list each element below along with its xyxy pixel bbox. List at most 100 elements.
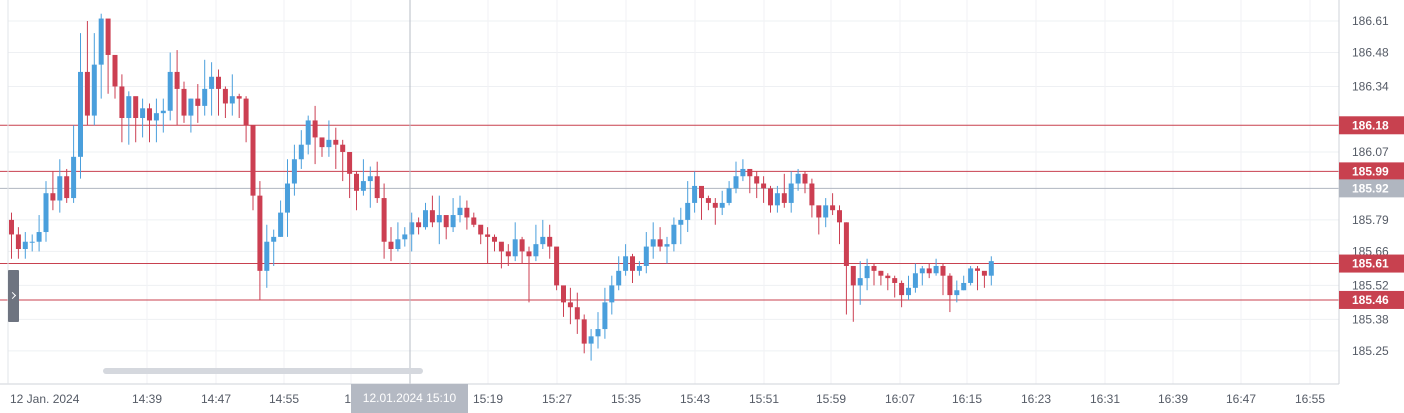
candle-down — [181, 81, 187, 123]
candle-down — [837, 205, 842, 245]
candle-down — [147, 103, 152, 143]
candle-up — [326, 120, 332, 157]
candle-down — [705, 195, 711, 211]
candle-down — [526, 246, 532, 303]
candle-down — [712, 198, 718, 225]
candle-down — [899, 280, 905, 308]
time-tick-label: 16:39 — [1158, 392, 1188, 406]
time-tick-label: 16:31 — [1090, 392, 1120, 406]
candle-down — [768, 185, 773, 213]
candle-up — [291, 144, 297, 196]
candle-down — [478, 224, 484, 245]
time-tick-label: 15:51 — [749, 392, 779, 406]
candle-down — [471, 212, 477, 228]
candle-up — [450, 198, 456, 233]
candle-down — [554, 246, 560, 291]
candle-up — [864, 258, 870, 291]
candle-up — [671, 217, 677, 252]
candle-up — [795, 168, 801, 191]
horizontal-scrollbar[interactable] — [103, 368, 423, 374]
price-level-badge-label: 185.99 — [1352, 164, 1389, 178]
side-panel-toggle-button[interactable] — [8, 270, 19, 322]
candle-up — [271, 229, 277, 266]
candle-down — [802, 171, 808, 194]
candle-up — [595, 312, 601, 349]
candle-up — [643, 232, 649, 274]
candles — [9, 13, 994, 361]
candle-down — [630, 253, 635, 283]
candle-down — [816, 205, 822, 235]
price-tick-label: 186.48 — [1352, 46, 1389, 60]
candle-up — [933, 258, 939, 276]
candle-up — [57, 159, 63, 213]
candle-up — [678, 207, 684, 245]
price-level-badge — [1339, 116, 1404, 135]
candle-up — [402, 227, 408, 247]
price-level-badge — [1339, 290, 1404, 309]
candle-up — [788, 171, 794, 213]
candle-down — [84, 20, 90, 126]
price-tick-label: 185.52 — [1352, 278, 1389, 292]
time-tick-label: 15:19 — [473, 392, 503, 406]
candle-up — [126, 91, 132, 145]
candle-up — [140, 98, 146, 138]
candle-down — [416, 217, 422, 235]
candle-down — [236, 93, 242, 119]
candle-down — [885, 273, 891, 291]
candle-down — [981, 270, 987, 288]
candle-up — [264, 224, 270, 288]
candle-up — [160, 98, 166, 133]
candle-up — [636, 261, 642, 276]
candle-down — [505, 244, 511, 266]
candle-up — [609, 275, 615, 315]
price-level-badge-label: 185.61 — [1352, 257, 1389, 271]
candle-down — [105, 18, 111, 94]
price-axis-labels: 186.61186.48186.34186.07185.79185.66185.… — [1352, 14, 1389, 358]
candle-down — [485, 227, 491, 264]
candle-down — [892, 275, 898, 298]
time-tick-label: 15:35 — [611, 392, 641, 406]
candle-down — [64, 168, 70, 203]
candle-up — [988, 256, 994, 286]
candle-down — [216, 69, 221, 116]
candle-down — [312, 105, 318, 165]
candle-down — [519, 236, 525, 264]
price-tick-label: 186.61 — [1352, 14, 1389, 28]
candle-up — [305, 115, 311, 155]
time-tick-label: 14:47 — [201, 392, 231, 406]
candle-up — [912, 263, 918, 293]
candle-up — [906, 275, 911, 300]
price-level-badge — [1339, 254, 1404, 273]
time-tick-label: 15:43 — [680, 392, 710, 406]
candle-down — [119, 74, 125, 143]
candle-up — [423, 202, 428, 230]
time-tick-label: 14:55 — [269, 392, 299, 406]
candle-up — [78, 33, 83, 179]
time-tick-label: 16:07 — [885, 392, 915, 406]
candle-down — [878, 270, 884, 286]
candle-up — [29, 234, 35, 252]
candle-down — [975, 265, 980, 291]
price-level-badges: 186.18 185.99 185.92 185.61 185.46 — [1339, 116, 1404, 309]
candle-down — [464, 200, 470, 230]
candle-down — [547, 224, 553, 259]
candle-down — [830, 193, 836, 216]
candle-up — [395, 222, 401, 252]
candle-down — [926, 263, 932, 279]
candle-up — [733, 161, 739, 194]
candle-up — [153, 98, 159, 143]
time-tick-label: 15:27 — [542, 392, 572, 406]
price-tick-label: 186.34 — [1352, 79, 1389, 93]
time-tick-label: 16:23 — [1021, 392, 1051, 406]
candle-down — [761, 176, 767, 203]
candle-down — [809, 178, 815, 218]
candle-down — [333, 127, 339, 169]
candle-down — [374, 161, 380, 203]
candle-down — [492, 234, 497, 252]
candle-up — [533, 224, 539, 262]
candle-down — [498, 241, 504, 269]
candle-up — [188, 98, 194, 133]
candle-down — [843, 222, 849, 315]
candle-down — [50, 171, 56, 211]
